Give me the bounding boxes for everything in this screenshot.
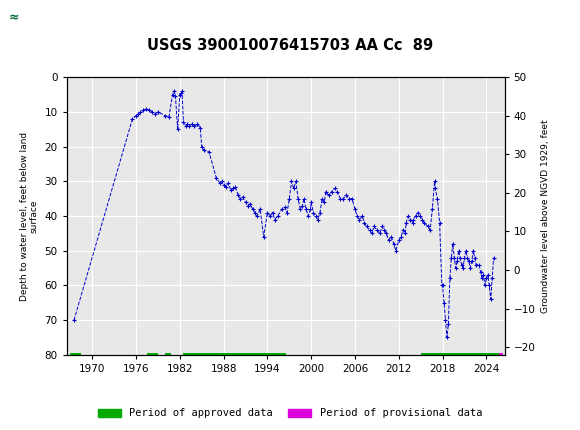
Text: ≈: ≈ <box>9 12 19 25</box>
Legend: Period of approved data, Period of provisional data: Period of approved data, Period of provi… <box>93 404 487 423</box>
Y-axis label: Groundwater level above NGVD 1929, feet: Groundwater level above NGVD 1929, feet <box>541 119 550 313</box>
Text: USGS 390010076415703 AA Cc  89: USGS 390010076415703 AA Cc 89 <box>147 38 433 52</box>
Bar <box>6 4 61 36</box>
Text: USGS: USGS <box>67 13 109 27</box>
Y-axis label: Depth to water level, feet below land
surface: Depth to water level, feet below land su… <box>20 132 39 301</box>
